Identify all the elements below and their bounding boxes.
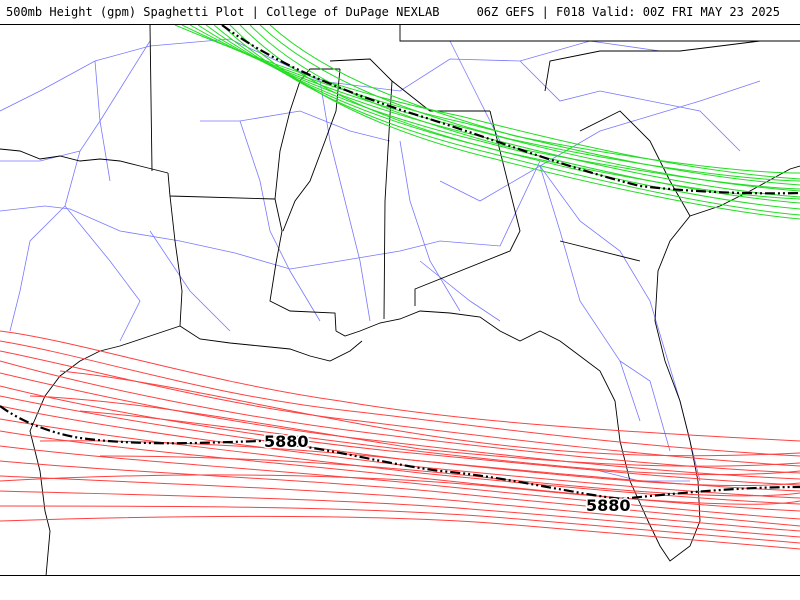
road-network — [0, 38, 761, 482]
run-info: 06Z GEFS | F018 Valid: 00Z FRI MAY 23 20… — [476, 5, 780, 19]
state-borders — [0, 25, 800, 575]
plot-title: 500mb Height (gpm) Spaghetti Plot | Coll… — [6, 5, 440, 19]
map-canvas: 5880 5880 — [0, 25, 800, 575]
mean-contour-red — [0, 405, 800, 501]
contour-label-florida: 5880 — [586, 496, 631, 515]
ensemble-mean-contours — [0, 25, 800, 501]
header-bar: 500mb Height (gpm) Spaghetti Plot | Coll… — [0, 0, 800, 24]
red-member-contours — [0, 330, 800, 550]
mean-contour-green — [221, 25, 800, 195]
contour-label-gulf: 5880 — [264, 432, 309, 451]
green-member-contours — [174, 25, 800, 220]
map-panel: 5880 5880 — [0, 24, 800, 576]
